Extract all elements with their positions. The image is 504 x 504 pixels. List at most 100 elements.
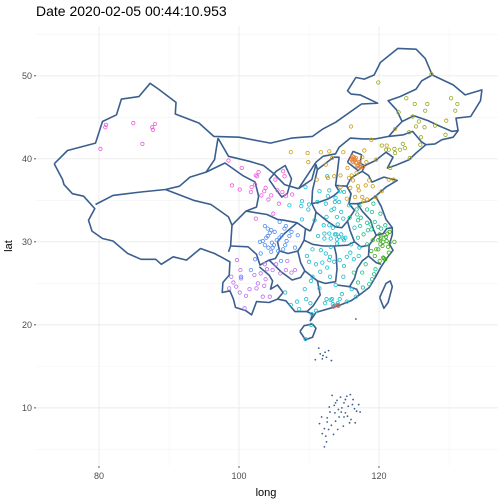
y-axis-ticks: 10 20 30 40 50	[22, 71, 36, 413]
city-point-olive	[410, 114, 415, 119]
city-point-gold	[367, 178, 372, 183]
city-point-orange	[357, 160, 362, 165]
city-point-orange	[356, 165, 361, 171]
city-point-cyan	[328, 244, 333, 249]
island-dot	[319, 353, 322, 355]
city-point-gold	[392, 126, 398, 132]
city-point-cyan	[306, 259, 312, 264]
city-point-cyan	[357, 245, 362, 250]
city-point-blue	[277, 235, 282, 240]
city-point-cyan	[335, 301, 340, 306]
city-point-gold	[327, 149, 332, 154]
city-point-magenta	[290, 192, 295, 197]
city-point-blue	[239, 274, 244, 279]
city-point-olive	[402, 145, 407, 151]
city-point-cyan	[356, 253, 361, 259]
city-point-cyan	[308, 322, 314, 327]
city-point-purple	[263, 277, 268, 282]
city-point-magenta	[280, 189, 285, 195]
city-point-teal	[372, 219, 377, 225]
city-point-cyan	[308, 278, 314, 283]
city-point-purple	[231, 280, 236, 285]
city-point-purple	[292, 267, 298, 273]
city-point-cyan	[334, 237, 340, 242]
island-dot	[328, 406, 331, 408]
city-point-blue	[276, 248, 281, 254]
island-dot	[348, 421, 351, 424]
region-outline-ningxia	[268, 164, 293, 198]
city-point-green	[377, 232, 382, 237]
city-point-cyan	[315, 199, 320, 205]
city-point-purple	[229, 274, 234, 279]
city-point-olive	[425, 101, 430, 107]
city-point-red	[331, 304, 336, 309]
city-point-magenta	[253, 216, 258, 221]
island-dot	[327, 428, 330, 431]
city-point-gold	[353, 194, 358, 200]
city-point-cyan	[320, 260, 325, 265]
city-point-cyan	[327, 188, 332, 193]
region-outline-hainan	[299, 323, 317, 341]
city-point-magenta	[150, 125, 155, 130]
city-point-teal	[363, 262, 368, 267]
city-point-gold	[338, 173, 343, 178]
city-point-purple	[262, 262, 267, 267]
city-point-purple	[264, 267, 270, 272]
city-point-orange	[360, 165, 365, 170]
city-point-blue	[280, 247, 286, 252]
city-point-gold	[364, 197, 370, 202]
city-point-blue	[277, 219, 282, 225]
y-tick-label: 10	[22, 403, 32, 413]
city-point-olive	[429, 72, 434, 77]
city-point-cyan	[308, 301, 313, 306]
city-point-gold	[354, 170, 359, 176]
island-dot	[334, 411, 336, 414]
city-point-magenta	[273, 177, 278, 182]
y-axis-title: lat	[3, 240, 15, 252]
island-dot	[347, 405, 350, 408]
city-point-blue	[284, 238, 289, 244]
island-dot	[326, 421, 329, 423]
city-point-cyan	[337, 258, 342, 263]
city-point-magenta	[248, 189, 253, 195]
island-dot	[336, 399, 338, 402]
city-point-teal	[371, 272, 377, 277]
island-dot	[355, 318, 357, 320]
city-point-purple	[242, 306, 247, 311]
island-marks	[314, 318, 361, 448]
city-point-blue	[295, 233, 300, 238]
city-point-purple	[285, 258, 290, 264]
city-point-cyan	[341, 274, 346, 279]
island-dot	[343, 402, 345, 404]
region-outline-outer	[53, 47, 483, 322]
city-point-olive	[379, 143, 384, 148]
city-point-magenta	[249, 184, 254, 190]
city-point-cyan	[351, 257, 356, 262]
island-dot	[344, 398, 347, 401]
island-dot	[330, 359, 333, 362]
city-point-magenta	[140, 141, 145, 146]
x-tick-label: 100	[231, 471, 246, 481]
city-point-teal	[355, 212, 360, 217]
island-dot	[350, 418, 352, 421]
region-outline-henan	[315, 184, 356, 229]
city-point-cyan	[336, 199, 342, 205]
city-point-purple	[255, 281, 260, 286]
city-point-red	[335, 302, 340, 308]
city-point-green	[376, 238, 381, 243]
city-point-magenta	[282, 174, 287, 179]
city-point-cyan	[317, 286, 322, 291]
city-point-magenta	[259, 193, 264, 198]
city-point-blue	[264, 235, 269, 240]
city-point-blue	[278, 258, 284, 264]
city-point-blue	[269, 249, 274, 254]
city-points	[98, 72, 460, 342]
city-point-cyan	[328, 297, 333, 303]
city-point-cyan	[334, 241, 340, 246]
city-point-blue	[260, 238, 265, 244]
city-point-red	[336, 303, 341, 308]
city-point-gold	[373, 194, 378, 200]
city-point-purple	[239, 276, 244, 281]
city-point-cyan	[353, 294, 358, 299]
